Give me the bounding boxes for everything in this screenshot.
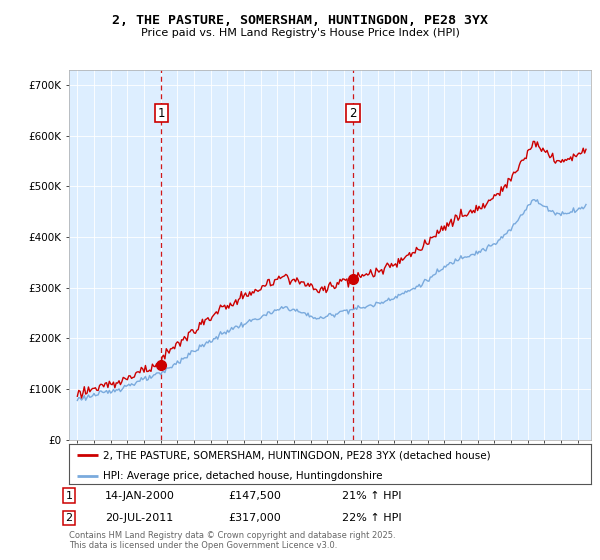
Text: Contains HM Land Registry data © Crown copyright and database right 2025.
This d: Contains HM Land Registry data © Crown c… xyxy=(69,531,395,550)
Text: 2, THE PASTURE, SOMERSHAM, HUNTINGDON, PE28 3YX: 2, THE PASTURE, SOMERSHAM, HUNTINGDON, P… xyxy=(112,14,488,27)
Text: 2, THE PASTURE, SOMERSHAM, HUNTINGDON, PE28 3YX (detached house): 2, THE PASTURE, SOMERSHAM, HUNTINGDON, P… xyxy=(103,450,491,460)
Text: 21% ↑ HPI: 21% ↑ HPI xyxy=(342,491,401,501)
Text: 2: 2 xyxy=(349,106,357,119)
Text: £317,000: £317,000 xyxy=(228,513,281,523)
Text: 2: 2 xyxy=(65,513,73,523)
Text: £147,500: £147,500 xyxy=(228,491,281,501)
Text: 20-JUL-2011: 20-JUL-2011 xyxy=(105,513,173,523)
Text: HPI: Average price, detached house, Huntingdonshire: HPI: Average price, detached house, Hunt… xyxy=(103,470,382,480)
Text: 14-JAN-2000: 14-JAN-2000 xyxy=(105,491,175,501)
Text: Price paid vs. HM Land Registry's House Price Index (HPI): Price paid vs. HM Land Registry's House … xyxy=(140,28,460,38)
Text: 1: 1 xyxy=(158,106,165,119)
Text: 1: 1 xyxy=(65,491,73,501)
Text: 22% ↑ HPI: 22% ↑ HPI xyxy=(342,513,401,523)
